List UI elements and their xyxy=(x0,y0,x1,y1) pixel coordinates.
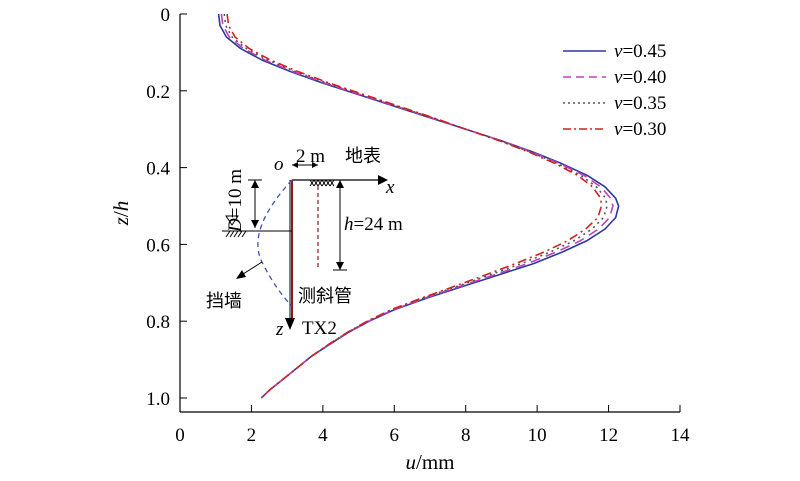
x-tick-label: 0 xyxy=(175,425,185,446)
x-tick-label: 2 xyxy=(247,425,257,446)
inset-origin-label: o xyxy=(274,154,284,175)
wall-pointer-arrow-icon xyxy=(236,270,246,279)
wall-deflection-curve xyxy=(257,179,293,307)
height-label: h=24 m xyxy=(344,214,403,235)
legend-label-3: v=0.35 xyxy=(614,93,666,114)
legend-label-4: v=0.30 xyxy=(614,119,666,140)
legend-item-2: v=0.40 xyxy=(563,67,666,88)
y-ticks: 0 0.2 0.4 0.6 0.8 1.0 xyxy=(146,5,187,410)
inclinometer-label: 测斜管 xyxy=(298,286,352,307)
height-arrow-bottom-icon xyxy=(336,262,344,270)
offset-arrow-left-icon xyxy=(292,162,298,168)
x-axis-title: u/mm xyxy=(405,450,454,474)
inset-z-label: z xyxy=(275,319,284,340)
water-level-icon xyxy=(225,215,239,226)
inset-schematic: x o 2 m 地表 z D=10 m xyxy=(206,146,403,340)
x-tick-label: 12 xyxy=(599,425,618,446)
legend-item-3: v=0.35 xyxy=(563,93,666,114)
x-tick-label: 8 xyxy=(461,425,471,446)
legend: v=0.45 v=0.40 v=0.35 v=0.30 xyxy=(563,41,666,140)
legend-label-1: v=0.45 xyxy=(614,41,666,62)
legend-label-2: v=0.40 xyxy=(614,67,666,88)
y-axis-title: z/h xyxy=(109,201,133,227)
wall-label: 挡墙 xyxy=(206,291,242,312)
axes xyxy=(179,14,680,413)
bottom-hatch xyxy=(225,230,247,238)
depth-arrow-top-icon xyxy=(251,180,259,188)
x-tick-label: 10 xyxy=(528,425,547,446)
offset-arrow-right-icon xyxy=(312,162,318,168)
depth-label: D=10 m xyxy=(225,169,246,233)
series-line-1 xyxy=(217,13,620,399)
depth-arrow-bottom-icon xyxy=(251,220,259,228)
series-line-2 xyxy=(220,13,614,399)
x-tick-label: 14 xyxy=(671,425,691,446)
x-tick-label: 4 xyxy=(318,425,328,446)
y-tick-label: 0 xyxy=(161,5,171,26)
series-group xyxy=(217,13,620,399)
x-arrow-icon xyxy=(378,175,388,185)
legend-item-4: v=0.30 xyxy=(563,119,666,140)
x-ticks: 0 2 4 6 8 10 12 14 xyxy=(175,405,690,446)
y-tick-label: 1.0 xyxy=(146,389,170,410)
y-tick-label: 0.6 xyxy=(146,235,170,256)
inset-x-label: x xyxy=(385,177,395,198)
ground-hatch xyxy=(309,179,335,187)
y-tick-label: 0.8 xyxy=(146,312,170,333)
x-tick-label: 6 xyxy=(390,425,400,446)
height-arrow-top-icon xyxy=(336,180,344,188)
legend-item-1: v=0.45 xyxy=(563,41,666,62)
y-tick-label: 0.2 xyxy=(146,82,170,103)
inclinometer-id-label: TX2 xyxy=(302,318,337,339)
offset-label: 2 m xyxy=(296,146,325,167)
y-tick-label: 0.4 xyxy=(146,159,170,180)
series-line-3 xyxy=(223,13,608,399)
ground-label: 地表 xyxy=(345,146,381,167)
z-arrow-icon xyxy=(285,318,295,330)
series-line-4 xyxy=(226,13,603,399)
